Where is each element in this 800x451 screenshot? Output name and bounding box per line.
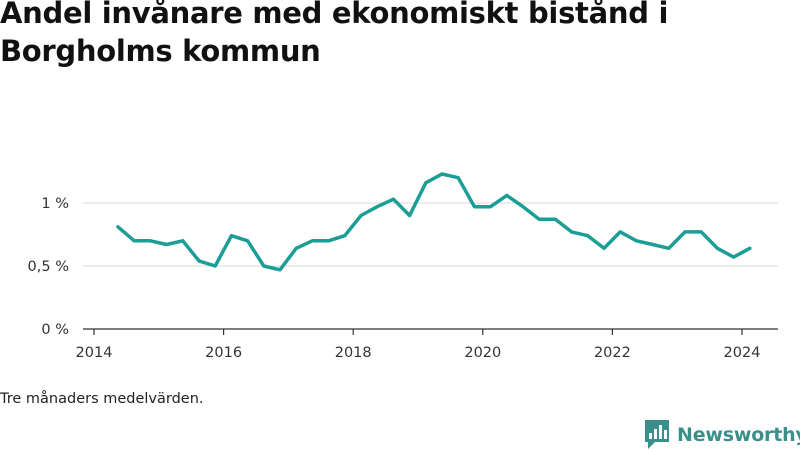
x-tick-label: 2024	[724, 345, 761, 361]
newsworthy-logo-icon	[645, 420, 669, 449]
data-point	[408, 214, 411, 217]
data-point	[489, 205, 492, 208]
data-point	[133, 239, 136, 242]
data-point	[165, 243, 168, 246]
data-point	[116, 225, 120, 229]
data-point	[359, 214, 363, 217]
data-point	[748, 247, 751, 250]
data-point	[181, 239, 184, 242]
data-point	[343, 234, 346, 237]
x-tick-label: 2018	[335, 345, 372, 361]
y-tick-label: 1 %	[41, 196, 69, 212]
brand-name: Newsworthy	[677, 424, 800, 446]
data-point	[554, 218, 557, 221]
data-point	[732, 255, 735, 259]
data-point	[214, 264, 217, 268]
data-point	[262, 264, 265, 268]
y-tick-label: 0,5 %	[28, 259, 69, 275]
data-point	[295, 247, 298, 250]
data-point	[667, 247, 670, 250]
data-point	[246, 239, 249, 242]
x-tick-label: 2016	[205, 345, 242, 361]
data-point	[392, 198, 395, 201]
data-point	[651, 243, 654, 246]
data-point	[602, 247, 606, 250]
data-point	[311, 239, 314, 242]
data-point	[505, 194, 508, 197]
grid-lines	[83, 202, 778, 267]
x-tick-label: 2020	[464, 345, 501, 361]
chart-title: Andel invånare med ekonomiskt bistånd i …	[0, 0, 669, 68]
chart-note: Tre månaders medelvärden.	[0, 391, 204, 407]
data-point	[457, 176, 460, 179]
y-axis-ticks: 0 % 0,5 % 1 %	[28, 196, 69, 338]
data-point	[278, 268, 282, 271]
brand-logo: Newsworthy	[643, 419, 800, 451]
data-point	[424, 181, 427, 184]
series-layer	[116, 172, 752, 272]
y-tick-label: 0 %	[41, 322, 69, 338]
data-point	[716, 247, 719, 250]
line-chart: 0 % 0,5 % 1 % 2014 2016 2018 2020 2022 2024	[28, 172, 778, 361]
data-point	[635, 239, 638, 242]
series-line-0	[116, 172, 752, 272]
data-point	[538, 218, 541, 221]
data-point	[197, 259, 201, 263]
data-point	[521, 205, 525, 208]
data-point	[570, 230, 573, 234]
data-point	[586, 234, 589, 237]
data-point	[473, 205, 476, 208]
data-point	[376, 205, 379, 208]
data-point	[683, 230, 687, 234]
data-point	[327, 239, 330, 242]
data-point	[149, 239, 152, 242]
x-tick-label: 2014	[76, 345, 113, 361]
data-point	[440, 172, 444, 176]
data-point	[619, 230, 622, 234]
data-point	[230, 234, 233, 237]
x-axis: 2014 2016 2018 2020 2022 2024	[76, 328, 778, 361]
x-tick-label: 2022	[594, 345, 631, 361]
data-point	[700, 230, 703, 234]
